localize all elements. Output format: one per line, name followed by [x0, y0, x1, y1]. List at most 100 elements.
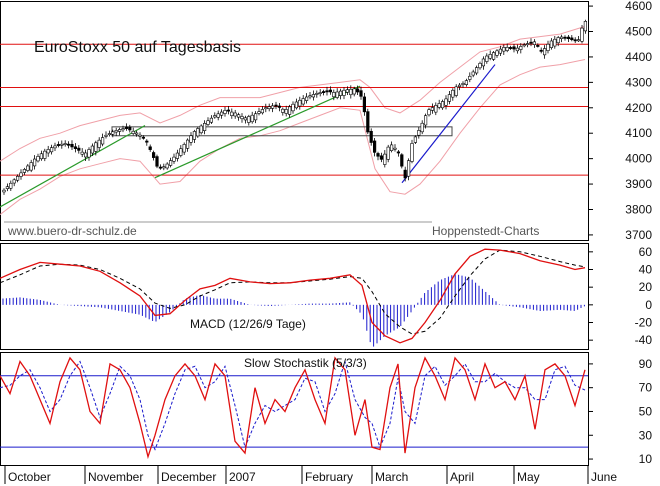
candle-body: [94, 142, 98, 152]
candle-body: [338, 90, 343, 96]
candle-body: [247, 116, 251, 123]
candle-body: [118, 129, 122, 132]
candle-body: [328, 89, 333, 93]
candle-body: [209, 117, 214, 123]
candle-body: [498, 48, 503, 54]
candle-body: [321, 91, 326, 93]
macd-panel-frame: [0, 243, 589, 350]
candle-body: [104, 134, 108, 137]
stochastic-d-line: [0, 359, 586, 451]
candle-body: [131, 130, 135, 134]
stochastic-panel: 90 70 50 30 10: [0, 352, 653, 466]
candle-body: [495, 50, 499, 56]
candle-body: [478, 62, 482, 69]
candle-body: [451, 89, 455, 98]
candle-body: [461, 83, 465, 85]
candle-body: [515, 47, 519, 52]
candle-body: [559, 36, 564, 39]
candle-body: [488, 53, 492, 59]
candle-body: [546, 43, 550, 51]
candle-body: [233, 112, 237, 117]
candle-body: [243, 117, 248, 121]
candle-body: [376, 153, 380, 157]
candle-body: [406, 160, 411, 177]
candle-body: [152, 152, 156, 158]
candle-body: [294, 101, 299, 109]
candle-body: [199, 125, 203, 134]
candle-body: [410, 143, 414, 162]
month-label-3: 2007: [229, 470, 256, 484]
candle-body: [226, 109, 231, 112]
trendline-0: [0, 125, 146, 208]
candle-body: [311, 94, 316, 98]
candle-body: [542, 48, 547, 56]
candle-body: [22, 169, 27, 173]
candle-body: [223, 110, 227, 114]
candle-body: [389, 144, 394, 151]
candle-body: [318, 92, 322, 94]
month-label-1: November: [88, 470, 143, 484]
candle-body: [304, 96, 309, 101]
candle-body: [135, 132, 139, 135]
candle-body: [240, 116, 244, 120]
candle-body: [525, 43, 530, 46]
candle-body: [529, 41, 533, 44]
candle-body: [556, 37, 560, 44]
candle-body: [308, 95, 312, 98]
candle-body: [90, 145, 94, 154]
candle-body: [532, 41, 536, 45]
candle-body: [437, 103, 441, 108]
candle-body: [284, 109, 288, 114]
candle-body: [522, 44, 526, 47]
x-axis: October November December 2007 February March…: [4, 465, 617, 484]
candle-body: [138, 134, 142, 137]
candle-body: [73, 146, 77, 149]
candle-body: [454, 86, 458, 96]
candle-body: [56, 144, 60, 146]
candle-body: [12, 179, 16, 184]
candle-body: [141, 136, 146, 139]
stoch-tick-label-2: 50: [639, 404, 653, 418]
candle-body: [172, 156, 176, 162]
candle-body: [549, 40, 553, 48]
candle-body: [84, 152, 88, 158]
candle-body: [301, 98, 305, 105]
candle-body: [158, 166, 163, 169]
candle-body: [70, 143, 74, 148]
candle-body: [430, 107, 435, 111]
stoch-tick-label-0: 90: [639, 357, 653, 371]
month-label-6: April: [450, 470, 474, 484]
candle-body: [128, 126, 132, 131]
candle-body: [420, 122, 424, 133]
candle-body: [342, 89, 346, 96]
source-right-label: Hoppenstedt-Charts: [432, 224, 539, 238]
candle-body: [366, 111, 370, 133]
candle-body: [63, 143, 67, 145]
month-label-7: May: [517, 470, 540, 484]
macd-line: [0, 248, 586, 344]
candle-body: [536, 45, 540, 47]
candle-body: [468, 75, 472, 80]
price-tick-label-8: 4500: [625, 25, 652, 39]
candle-body: [182, 144, 186, 153]
candle-body: [502, 47, 506, 52]
candle-body: [254, 113, 258, 121]
candle-body: [111, 131, 115, 135]
candle-body: [352, 88, 356, 95]
candle-body: [213, 115, 217, 118]
candle-body: [97, 139, 101, 148]
candle-body: [464, 80, 469, 85]
candle-body: [427, 109, 431, 116]
candle-body: [355, 88, 360, 93]
candle-body: [155, 156, 159, 167]
candle-body: [396, 151, 401, 154]
candle-body: [434, 105, 438, 113]
chart-title: EuroStoxx 50 auf Tagesbasis: [34, 39, 241, 56]
candle-body: [519, 46, 523, 50]
candle-body: [403, 169, 407, 179]
candle-body: [60, 143, 64, 146]
candle-body: [9, 182, 13, 189]
candle-body: [471, 71, 475, 76]
candle-body: [107, 133, 111, 136]
month-label-4: February: [305, 470, 353, 484]
